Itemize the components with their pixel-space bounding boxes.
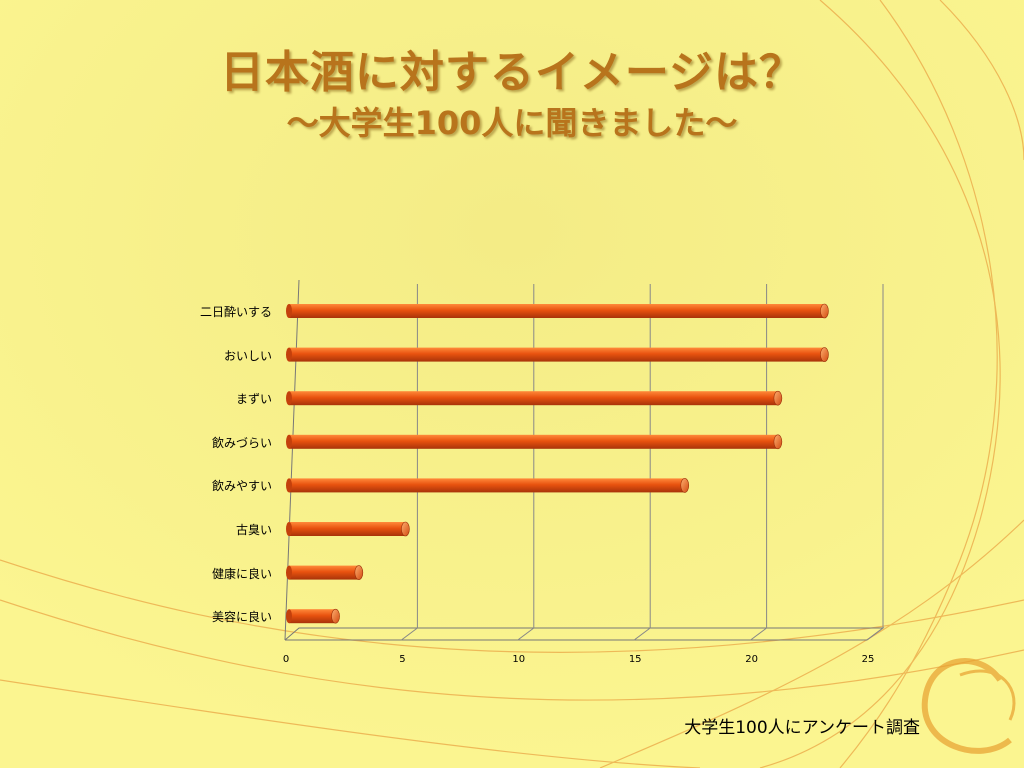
bar-body (289, 347, 825, 362)
bar-body (289, 478, 685, 493)
bar-end-cap (820, 303, 829, 319)
bar-end-cap (773, 390, 783, 406)
bar-end-cap (820, 347, 829, 362)
x-tick-label: 10 (512, 654, 526, 665)
bar-base-cap (286, 522, 292, 536)
category-label: 飲みやすい (211, 479, 272, 494)
x-tick-label: 5 (399, 654, 406, 665)
bar-base-cap (286, 347, 292, 362)
gridline-floor (633, 627, 651, 641)
bar-base-cap (286, 609, 292, 624)
category-label: おいしい (223, 348, 272, 363)
gridline-floor (750, 627, 767, 641)
category-label: 二日酔いする (199, 305, 272, 319)
bar-3 (286, 434, 783, 450)
bar-base-cap (286, 391, 292, 406)
category-label: 美容に良い (211, 610, 272, 625)
ring-decoration (921, 658, 1016, 754)
bar-end-cap (773, 434, 783, 450)
bars (286, 303, 829, 624)
bar-end-cap (401, 521, 410, 537)
bar-end-cap (680, 478, 690, 493)
gridline-floor (866, 627, 884, 641)
bar-1 (286, 347, 829, 362)
bar-base-cap (286, 304, 292, 318)
bar-end-cap (331, 608, 340, 624)
bar-body (289, 434, 778, 449)
category-label: 古臭い (235, 523, 272, 537)
footnote: 大学生100人にアンケート調査 (684, 718, 920, 738)
category-label: まずい (235, 392, 272, 407)
plot-area (284, 279, 885, 641)
bar-base-cap (286, 565, 292, 580)
bar-body (289, 609, 336, 624)
page-title: 日本酒に対するイメージは？ (219, 47, 805, 98)
gridline-floor (401, 627, 418, 641)
y-axis-line (284, 279, 300, 641)
category-label: 健康に良い (211, 566, 272, 581)
x-tick-label: 0 (282, 654, 290, 665)
category-label: 飲みづらい (211, 435, 272, 450)
gridlines (401, 284, 884, 641)
bar-base-cap (286, 434, 292, 449)
bar-body (289, 391, 778, 406)
x-tick-label: 25 (861, 654, 875, 665)
bar-5 (286, 521, 410, 537)
bar-7 (286, 608, 340, 624)
bar-body (289, 565, 359, 580)
bar-body (289, 304, 825, 318)
bar-4 (286, 478, 690, 493)
x-tick-label: 15 (628, 654, 642, 665)
plot-floor (284, 627, 885, 641)
bar-base-cap (286, 478, 292, 493)
bar-0 (286, 303, 829, 319)
bar-6 (286, 565, 364, 580)
bar-2 (286, 390, 783, 406)
bar-end-cap (354, 565, 364, 580)
gridline-floor (517, 627, 535, 641)
page-subtitle: ～大学生100人に聞きました～ (286, 104, 738, 142)
bar-body (289, 522, 406, 536)
x-tick-label: 20 (745, 654, 758, 665)
